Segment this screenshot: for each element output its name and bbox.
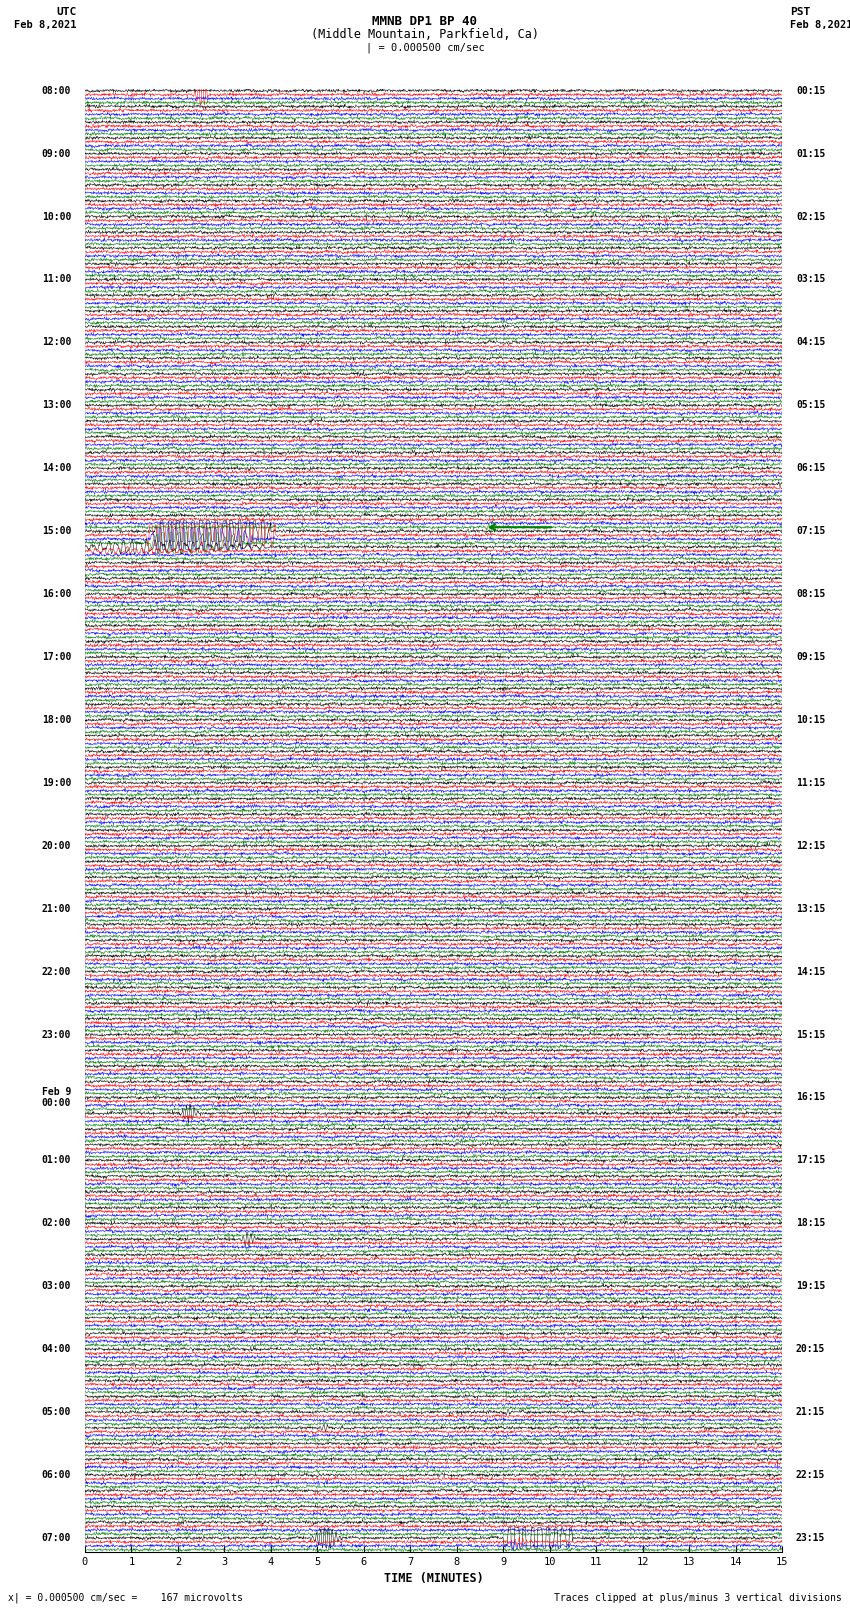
- Text: 12:15: 12:15: [796, 840, 825, 850]
- Text: (Middle Mountain, Parkfield, Ca): (Middle Mountain, Parkfield, Ca): [311, 29, 539, 42]
- Text: 14:15: 14:15: [796, 966, 825, 976]
- Text: 12:00: 12:00: [42, 337, 71, 347]
- Text: 16:00: 16:00: [42, 589, 71, 598]
- Text: 15:00: 15:00: [42, 526, 71, 536]
- Text: 02:15: 02:15: [796, 211, 825, 221]
- Text: 10:15: 10:15: [796, 715, 825, 724]
- Text: 07:15: 07:15: [796, 526, 825, 536]
- Text: 05:15: 05:15: [796, 400, 825, 410]
- Text: 19:00: 19:00: [42, 777, 71, 787]
- Text: 17:00: 17:00: [42, 652, 71, 661]
- Text: 09:15: 09:15: [796, 652, 825, 661]
- Text: 01:00: 01:00: [42, 1155, 71, 1166]
- Text: 10:00: 10:00: [42, 211, 71, 221]
- Text: 17:15: 17:15: [796, 1155, 825, 1166]
- Text: PST: PST: [790, 6, 811, 18]
- Text: 08:15: 08:15: [796, 589, 825, 598]
- Text: 03:15: 03:15: [796, 274, 825, 284]
- Text: 02:00: 02:00: [42, 1218, 71, 1229]
- Text: 19:15: 19:15: [796, 1281, 825, 1292]
- Text: 00:15: 00:15: [796, 85, 825, 95]
- Text: 23:00: 23:00: [42, 1029, 71, 1039]
- Text: 20:15: 20:15: [796, 1344, 825, 1355]
- Text: 15:15: 15:15: [796, 1029, 825, 1039]
- Text: MMNB DP1 BP 40: MMNB DP1 BP 40: [372, 16, 478, 29]
- Text: 23:15: 23:15: [796, 1532, 825, 1544]
- Text: UTC: UTC: [56, 6, 76, 18]
- Text: Feb 8,2021: Feb 8,2021: [790, 19, 850, 31]
- Text: Traces clipped at plus/minus 3 vertical divisions: Traces clipped at plus/minus 3 vertical …: [553, 1594, 842, 1603]
- Text: 13:00: 13:00: [42, 400, 71, 410]
- Text: 06:00: 06:00: [42, 1469, 71, 1481]
- Text: Feb 8,2021: Feb 8,2021: [14, 19, 76, 31]
- Text: 01:15: 01:15: [796, 148, 825, 158]
- Text: 07:00: 07:00: [42, 1532, 71, 1544]
- Text: 21:15: 21:15: [796, 1407, 825, 1418]
- Text: 05:00: 05:00: [42, 1407, 71, 1418]
- Text: 13:15: 13:15: [796, 903, 825, 913]
- Text: 03:00: 03:00: [42, 1281, 71, 1292]
- Text: 21:00: 21:00: [42, 903, 71, 913]
- X-axis label: TIME (MINUTES): TIME (MINUTES): [383, 1573, 484, 1586]
- Text: 11:15: 11:15: [796, 777, 825, 787]
- Text: 06:15: 06:15: [796, 463, 825, 473]
- Text: 20:00: 20:00: [42, 840, 71, 850]
- Text: 18:00: 18:00: [42, 715, 71, 724]
- Text: 22:15: 22:15: [796, 1469, 825, 1481]
- Text: 04:15: 04:15: [796, 337, 825, 347]
- Text: 09:00: 09:00: [42, 148, 71, 158]
- Text: 18:15: 18:15: [796, 1218, 825, 1229]
- Text: 08:00: 08:00: [42, 85, 71, 95]
- Text: | = 0.000500 cm/sec: | = 0.000500 cm/sec: [366, 44, 484, 53]
- Text: x| = 0.000500 cm/sec =    167 microvolts: x| = 0.000500 cm/sec = 167 microvolts: [8, 1592, 243, 1603]
- Text: 14:00: 14:00: [42, 463, 71, 473]
- Text: 04:00: 04:00: [42, 1344, 71, 1355]
- Text: Feb 9
00:00: Feb 9 00:00: [42, 1087, 71, 1108]
- Text: 16:15: 16:15: [796, 1092, 825, 1102]
- Text: 11:00: 11:00: [42, 274, 71, 284]
- Text: 22:00: 22:00: [42, 966, 71, 976]
